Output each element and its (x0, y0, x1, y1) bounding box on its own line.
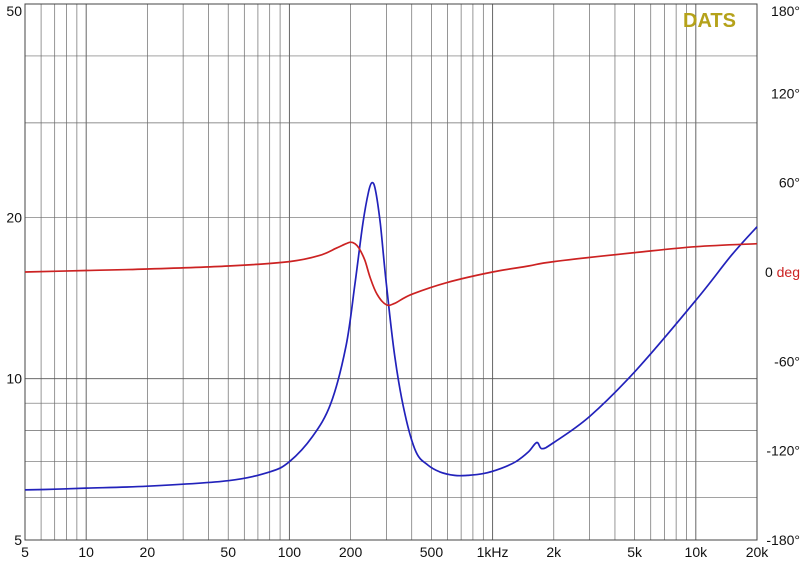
x-tick-label: 200 (339, 544, 363, 560)
plot-frame (24, 3, 758, 541)
x-tick-label: 500 (420, 544, 444, 560)
x-tick-label: 50 (220, 544, 236, 560)
y2-tick-label: -120° (766, 443, 800, 459)
y2-tick-label: -60° (774, 353, 800, 369)
x-tick-labels: 5 10 20 50 100 200 500 1kHz 2k 5k 10k 20k (21, 544, 769, 560)
x-tick-label: 10 (78, 544, 94, 560)
series-layer (24, 181, 758, 491)
grid-lines (25, 4, 757, 540)
y-tick-label: 20 (6, 209, 22, 225)
x-tick-label: 1kHz (477, 544, 509, 560)
brand-logo: DATS (683, 10, 736, 32)
y-tick-label: 50 (6, 3, 22, 19)
y2-tick-label: 120° (771, 85, 800, 101)
y2-tick-label: 180° (771, 3, 800, 19)
x-tick-label: 10k (685, 544, 709, 560)
y-tick-label: 10 (6, 371, 22, 387)
y-tick-labels: 5 10 20 50 (6, 3, 22, 548)
impedance-series-line (24, 181, 758, 491)
y2-unit-label: deg (777, 264, 800, 280)
y2-tick-label: -180° (766, 532, 800, 548)
x-tick-label: 2k (546, 544, 562, 560)
x-tick-label: 20k (746, 544, 770, 560)
y-tick-label: 5 (14, 532, 22, 548)
y2-tick-labels: 180° 120° 60° 0 deg -60° -120° -180° (765, 3, 800, 548)
y2-tick-label: 60° (779, 175, 800, 191)
x-tick-label: 5 (21, 544, 29, 560)
x-tick-label: 100 (278, 544, 302, 560)
phase-series-line (24, 241, 758, 307)
y2-tick-label: 0 deg (765, 264, 800, 280)
y2-tick-value: 0 (765, 264, 777, 280)
x-tick-label: 5k (627, 544, 643, 560)
x-tick-label: 20 (140, 544, 156, 560)
